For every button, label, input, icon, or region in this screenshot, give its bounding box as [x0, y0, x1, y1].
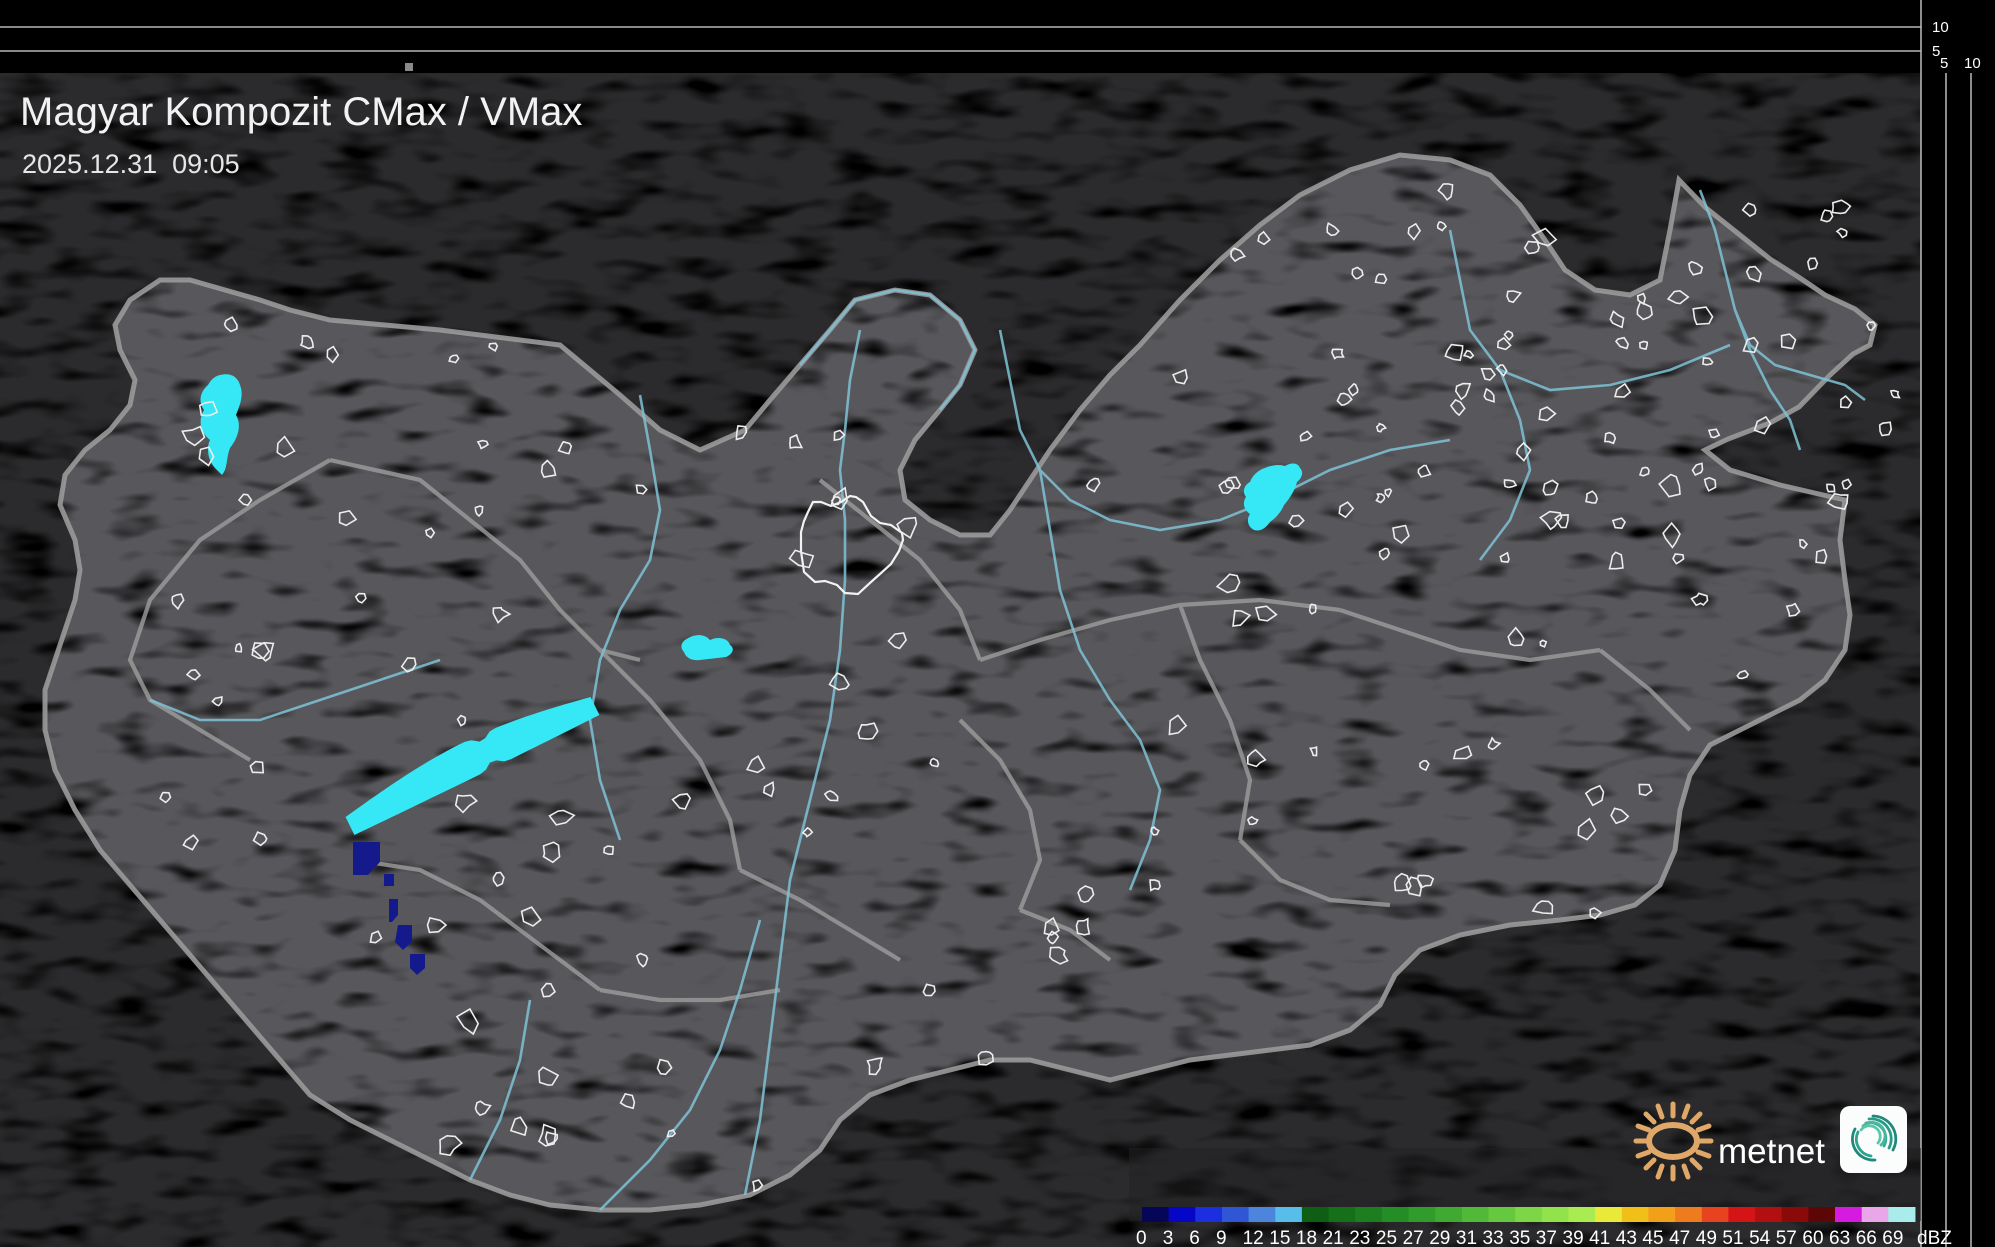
svg-text:6: 6 — [1189, 1228, 1200, 1247]
svg-text:31: 31 — [1456, 1228, 1477, 1247]
svg-text:dBZ: dBZ — [1917, 1228, 1952, 1247]
svg-text:57: 57 — [1776, 1228, 1797, 1247]
svg-text:10: 10 — [1964, 55, 1981, 72]
svg-text:51: 51 — [1722, 1228, 1743, 1247]
svg-text:45: 45 — [1642, 1228, 1663, 1247]
svg-text:18: 18 — [1296, 1228, 1317, 1247]
svg-text:66: 66 — [1856, 1228, 1877, 1247]
svg-text:27: 27 — [1403, 1228, 1424, 1247]
svg-text:63: 63 — [1829, 1228, 1850, 1247]
svg-text:39: 39 — [1563, 1228, 1584, 1247]
svg-text:47: 47 — [1669, 1228, 1690, 1247]
svg-text:12: 12 — [1243, 1228, 1264, 1247]
svg-text:69: 69 — [1882, 1228, 1903, 1247]
svg-text:metnet: metnet — [1718, 1132, 1825, 1171]
svg-text:23: 23 — [1349, 1228, 1370, 1247]
svg-text:54: 54 — [1749, 1228, 1771, 1247]
svg-text:41: 41 — [1589, 1228, 1610, 1247]
svg-text:49: 49 — [1696, 1228, 1717, 1247]
svg-text:9: 9 — [1216, 1228, 1227, 1247]
svg-text:43: 43 — [1616, 1228, 1637, 1247]
svg-text:15: 15 — [1269, 1228, 1290, 1247]
svg-text:25: 25 — [1376, 1228, 1397, 1247]
svg-text:3: 3 — [1163, 1228, 1174, 1247]
svg-text:29: 29 — [1429, 1228, 1450, 1247]
svg-text:35: 35 — [1509, 1228, 1530, 1247]
svg-text:0: 0 — [1136, 1228, 1147, 1247]
svg-text:37: 37 — [1536, 1228, 1557, 1247]
svg-text:21: 21 — [1323, 1228, 1344, 1247]
svg-text:60: 60 — [1802, 1228, 1823, 1247]
svg-text:10: 10 — [1932, 19, 1949, 36]
svg-text:33: 33 — [1483, 1228, 1504, 1247]
svg-text:5: 5 — [1940, 55, 1948, 72]
